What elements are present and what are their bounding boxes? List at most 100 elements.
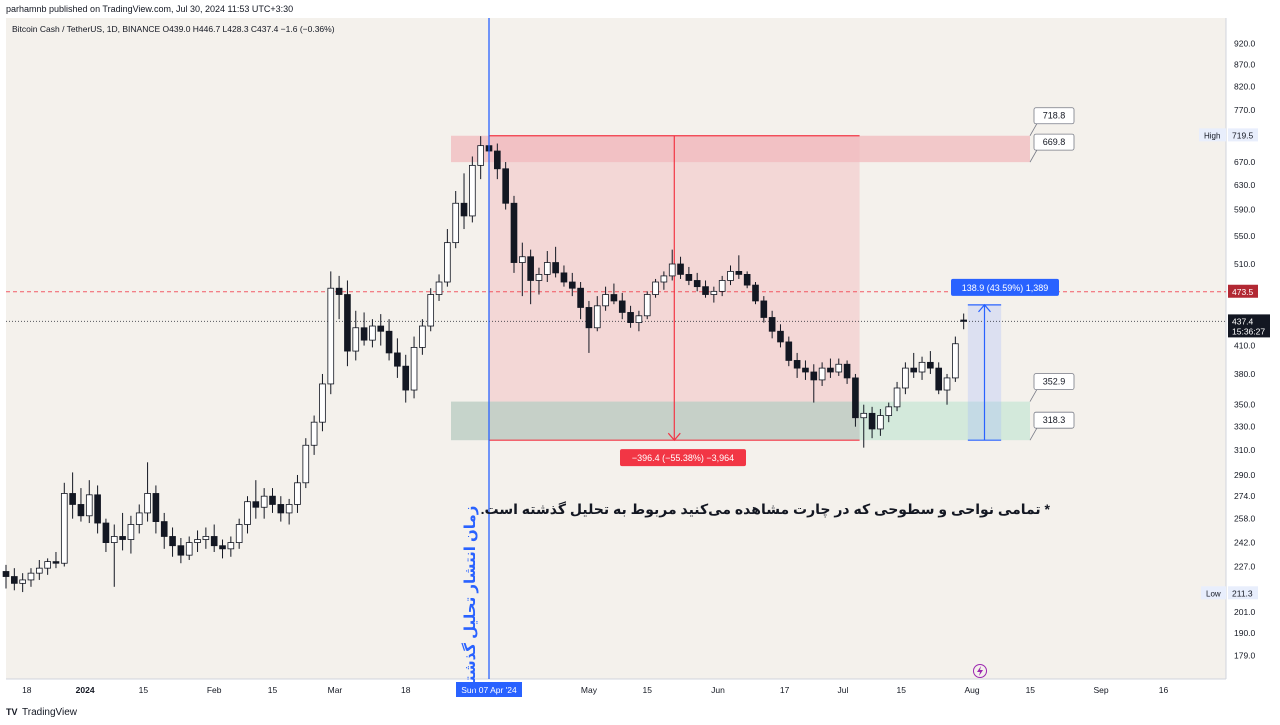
candle-body: [410, 346, 418, 391]
candle-body: [27, 572, 35, 581]
x-tick-label: Aug: [964, 685, 979, 695]
candle-body: [752, 284, 759, 302]
candle-body: [535, 274, 543, 281]
candle-body: [285, 504, 293, 514]
candle-body: [793, 360, 801, 369]
y-tick-label: 350.0: [1234, 400, 1256, 410]
candle-body: [952, 343, 959, 379]
candle-body: [194, 539, 201, 543]
candle-body: [943, 377, 951, 391]
candle-body: [593, 305, 601, 329]
analysis-note: * تمامی نواحی و سطوحی که در چارت مشاهده …: [481, 501, 1051, 518]
high-value: 719.5: [1232, 130, 1254, 140]
support-bottom-label-text: 318.3: [1043, 415, 1066, 425]
y-tick-label: 201.0: [1234, 607, 1256, 617]
candle-body: [693, 280, 701, 288]
candle-body: [685, 274, 693, 281]
candle-body: [452, 202, 460, 244]
resistance-bottom-label-text: 669.8: [1043, 137, 1066, 147]
low-value: 211.3: [1232, 588, 1253, 598]
candle-body: [402, 365, 410, 391]
x-tick-label: Jul: [837, 685, 848, 695]
candle-body: [610, 294, 618, 302]
y-tick-label: 410.0: [1234, 341, 1256, 351]
candle-body: [768, 317, 776, 332]
candle-body: [643, 294, 651, 317]
candle-body: [127, 524, 135, 540]
candle-body: [135, 512, 143, 525]
candle-body: [60, 493, 68, 564]
y-tick-label: 227.0: [1234, 562, 1256, 572]
candle-body: [177, 545, 185, 556]
published-header: parhamnb published on TradingView.com, J…: [0, 0, 1280, 18]
x-tick-label: May: [581, 685, 598, 695]
resistance-zone: [451, 135, 1030, 163]
high-value-badge: [1228, 128, 1258, 142]
candle-body: [668, 263, 676, 277]
x-tick-label: 17: [780, 685, 790, 695]
y-tick-label: 670.0: [1234, 157, 1256, 167]
candle-body: [660, 275, 668, 283]
candle-body: [577, 287, 584, 308]
candle-body: [152, 493, 160, 522]
candle-body: [185, 542, 193, 556]
candle-body: [502, 168, 509, 204]
y-tick-label: 242.0: [1234, 538, 1256, 548]
candle-body: [460, 202, 468, 217]
y-tick-label: 310.0: [1234, 445, 1256, 455]
candle-body: [718, 280, 726, 292]
y-tick-label: 179.0: [1234, 650, 1256, 660]
price-axis: [1226, 18, 1280, 679]
y-tick-label: 274.0: [1234, 491, 1256, 501]
candle-body: [277, 504, 285, 514]
candle-body: [344, 294, 351, 352]
level-473-label: 473.5: [1232, 287, 1254, 297]
candle-body: [518, 256, 526, 263]
x-tick-label: Mar: [328, 685, 343, 695]
candle-body: [102, 522, 110, 543]
footer: TV TradingView: [0, 701, 1280, 725]
candle-body: [244, 501, 251, 525]
candle-body: [802, 367, 809, 373]
candle-body: [510, 202, 518, 263]
candle-body: [960, 319, 967, 322]
candle-body: [777, 330, 784, 343]
candle-body: [427, 294, 435, 327]
candle-body: [2, 571, 10, 577]
x-tick-label: 15: [268, 685, 278, 695]
y-tick-label: 380.0: [1234, 369, 1256, 379]
low-label: Low: [1206, 589, 1221, 598]
candle-body: [144, 493, 151, 514]
x-tick-label: 16: [1159, 685, 1169, 695]
x-tick-label: 15: [642, 685, 652, 695]
candle-body: [785, 341, 793, 361]
candle-body: [543, 262, 551, 275]
price-chart[interactable]: Bitcoin Cash / TetherUS, 1D, BINANCE O43…: [0, 18, 1280, 701]
support-top-label-box: [1033, 373, 1075, 391]
rise-arrow-head: [978, 303, 991, 313]
candle-body: [710, 290, 718, 295]
candle-body: [568, 281, 576, 289]
x-tick-label: 18: [22, 685, 32, 695]
candle-body: [877, 415, 884, 430]
y-tick-label: 820.0: [1234, 82, 1256, 92]
candle-body: [810, 371, 818, 381]
candle-body: [119, 536, 126, 540]
candle-body: [419, 325, 426, 348]
candle-body: [252, 501, 260, 508]
candle-body: [735, 270, 743, 275]
candle-body: [319, 383, 326, 423]
y-tick-label: 590.0: [1234, 205, 1256, 215]
candle-body: [835, 363, 843, 373]
chart-container[interactable]: Bitcoin Cash / TetherUS, 1D, BINANCE O43…: [0, 18, 1280, 701]
candle-body: [827, 367, 834, 373]
x-tick-label: 18: [401, 685, 411, 695]
candle-body: [843, 363, 851, 379]
candle-body: [385, 330, 393, 354]
candle-body: [902, 367, 909, 389]
candle-body: [618, 300, 626, 313]
lightning-icon: [973, 664, 987, 678]
current-price-badge: [1228, 314, 1270, 338]
low-value-badge: [1228, 586, 1258, 600]
support-zone: [451, 401, 1030, 441]
